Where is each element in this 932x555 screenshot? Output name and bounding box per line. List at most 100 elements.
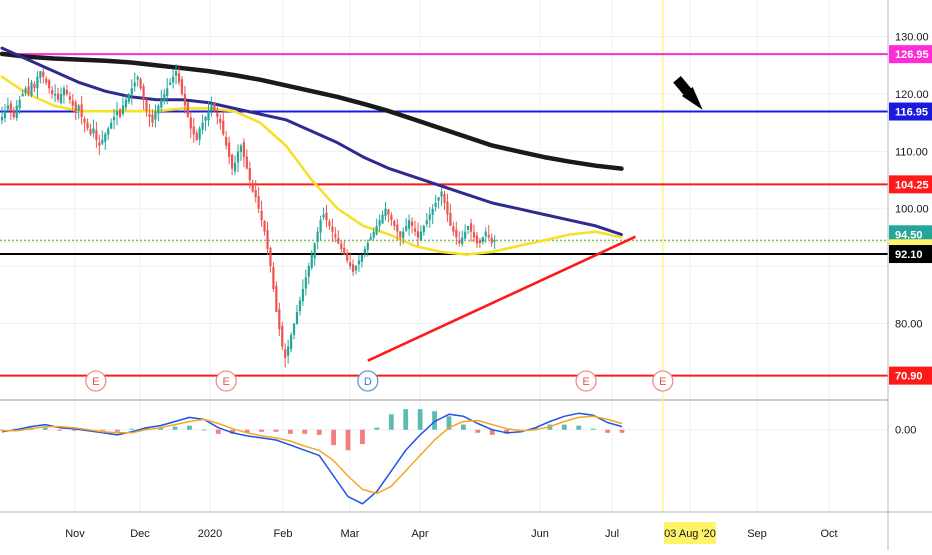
candle[interactable] xyxy=(18,99,21,109)
macd-histogram-bar[interactable] xyxy=(446,416,452,430)
candle[interactable] xyxy=(130,88,133,95)
candle[interactable] xyxy=(192,126,195,135)
candle[interactable] xyxy=(174,71,178,76)
macd-histogram-bar[interactable] xyxy=(605,429,610,433)
candle[interactable] xyxy=(3,111,7,119)
candle[interactable] xyxy=(104,134,107,142)
price-label-70-90[interactable]: 70.90 xyxy=(889,366,932,385)
candle[interactable] xyxy=(24,88,27,93)
candle[interactable] xyxy=(148,114,151,117)
macd-histogram-bar[interactable] xyxy=(172,426,178,430)
candle[interactable] xyxy=(313,243,316,258)
candle[interactable] xyxy=(30,82,33,96)
candle[interactable] xyxy=(201,122,204,130)
macd-histogram-bar[interactable] xyxy=(504,429,510,434)
time-axis[interactable]: Nov Dec 2020 Feb Mar Apr Jun Jul 03 Aug '20 Sep Oc… xyxy=(0,511,932,544)
ma-line-mid[interactable] xyxy=(0,46,623,236)
candle[interactable] xyxy=(357,260,361,265)
earnings-marker[interactable]: E xyxy=(85,370,107,392)
candle[interactable] xyxy=(266,230,269,249)
candle[interactable] xyxy=(354,266,358,271)
macd-histogram-bar[interactable] xyxy=(244,429,250,433)
candle[interactable] xyxy=(127,94,130,102)
candle[interactable] xyxy=(68,96,71,100)
candle[interactable] xyxy=(245,156,248,169)
candle[interactable] xyxy=(369,237,372,240)
macd-histogram-bar[interactable] xyxy=(215,429,221,434)
candle[interactable] xyxy=(180,79,184,95)
candle[interactable] xyxy=(263,221,266,232)
candle[interactable] xyxy=(337,237,340,244)
macd-histogram-bar[interactable] xyxy=(302,429,308,434)
candle[interactable] xyxy=(340,243,343,249)
macd-histogram-bar[interactable] xyxy=(533,427,538,430)
candle[interactable] xyxy=(475,235,479,244)
candle[interactable] xyxy=(449,212,452,226)
macd-histogram-bar[interactable] xyxy=(417,409,423,430)
candle[interactable] xyxy=(74,102,77,112)
candle[interactable] xyxy=(481,237,484,243)
macd-histogram-bar[interactable] xyxy=(287,429,293,434)
candle[interactable] xyxy=(472,232,476,238)
candle[interactable] xyxy=(272,267,275,290)
candle[interactable] xyxy=(101,139,104,144)
candle[interactable] xyxy=(269,247,272,267)
candle[interactable] xyxy=(440,191,443,197)
candle[interactable] xyxy=(145,99,148,112)
candle[interactable] xyxy=(275,285,278,312)
candle[interactable] xyxy=(428,214,431,220)
candle[interactable] xyxy=(54,94,57,96)
macd-histogram-bar[interactable] xyxy=(403,409,409,430)
candle[interactable] xyxy=(455,229,458,238)
candle[interactable] xyxy=(467,225,470,230)
candle[interactable] xyxy=(437,197,440,201)
candle[interactable] xyxy=(469,223,473,232)
candle[interactable] xyxy=(139,79,142,89)
candle[interactable] xyxy=(48,80,51,89)
macd-histogram-bar[interactable] xyxy=(460,424,466,430)
candle[interactable] xyxy=(77,105,80,111)
candle[interactable] xyxy=(225,137,228,146)
candle[interactable] xyxy=(98,142,101,146)
candle[interactable] xyxy=(195,132,198,140)
candle[interactable] xyxy=(290,334,293,349)
macd-histogram-bar[interactable] xyxy=(114,429,120,432)
candle[interactable] xyxy=(257,196,260,209)
time-highlight-box[interactable] xyxy=(664,522,716,544)
macd-histogram-bar[interactable] xyxy=(100,429,106,431)
candle[interactable] xyxy=(413,228,417,232)
candle[interactable] xyxy=(461,237,464,245)
candle[interactable] xyxy=(12,110,15,117)
macd-histogram-bar[interactable] xyxy=(129,428,135,430)
candle[interactable] xyxy=(228,142,231,158)
candle[interactable] xyxy=(310,254,313,268)
candle[interactable] xyxy=(62,88,66,96)
price-axis[interactable]: 130.00 120.00 110.00 100.00 80.00 0.00 126.95 1… xyxy=(887,0,932,550)
candle[interactable] xyxy=(446,201,449,215)
candle[interactable] xyxy=(142,86,145,100)
candle[interactable] xyxy=(121,105,125,115)
candle[interactable] xyxy=(189,117,192,129)
candle[interactable] xyxy=(301,289,304,302)
candle[interactable] xyxy=(89,128,92,135)
candle[interactable] xyxy=(307,266,310,277)
candle[interactable] xyxy=(216,112,219,117)
candle[interactable] xyxy=(95,130,98,140)
candle[interactable] xyxy=(251,182,254,192)
macd-histogram-bar[interactable] xyxy=(230,429,236,434)
candle[interactable] xyxy=(0,116,4,121)
candle[interactable] xyxy=(393,220,396,226)
candle[interactable] xyxy=(231,154,234,169)
candle[interactable] xyxy=(378,220,381,226)
ma-line-long[interactable] xyxy=(0,51,624,171)
candle[interactable] xyxy=(59,94,63,104)
trendline-layer[interactable] xyxy=(367,235,637,362)
ma-line-short[interactable] xyxy=(0,75,623,256)
candle[interactable] xyxy=(325,212,328,221)
macd-histogram-bar[interactable] xyxy=(432,411,437,430)
candle[interactable] xyxy=(287,346,290,356)
candle[interactable] xyxy=(36,76,39,88)
candle[interactable] xyxy=(387,209,390,215)
candle[interactable] xyxy=(86,122,89,129)
